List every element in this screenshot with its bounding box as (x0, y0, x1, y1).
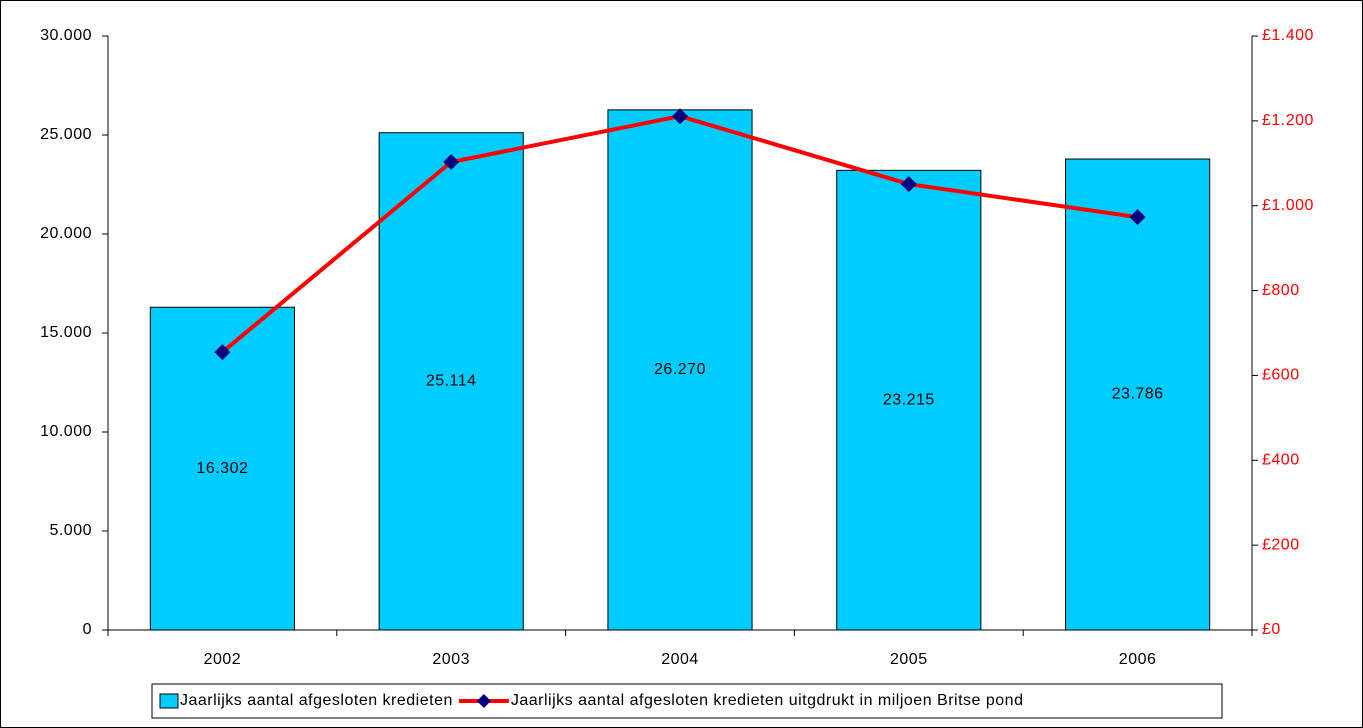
x-tick-label: 2005 (890, 651, 928, 668)
y2-tick-label: £0 (1262, 621, 1281, 638)
legend-swatch (159, 693, 179, 709)
y2-tick-label: £1.400 (1262, 27, 1314, 44)
line-marker (1129, 209, 1146, 226)
y2-tick-label: £1.000 (1262, 197, 1314, 214)
line-marker (672, 108, 688, 125)
x-tick-label: 2002 (204, 651, 242, 668)
y2-tick-label: £600 (1262, 367, 1300, 384)
y2-tick-label: £1.200 (1262, 112, 1314, 129)
y2-tick-label: £200 (1262, 536, 1300, 553)
y-tick-label: 15.000 (40, 324, 92, 341)
y2-tick-label: £400 (1262, 452, 1300, 469)
y-tick-label: 5.000 (49, 522, 92, 539)
bar (1065, 158, 1211, 631)
y-tick-label: 30.000 (40, 27, 92, 44)
bar (378, 132, 524, 631)
y-tick-label: 0 (83, 621, 92, 638)
y-tick-label: 20.000 (40, 225, 92, 242)
line-marker (900, 176, 917, 193)
legend-label: Jaarlijks aantal afgesloten kredieten (180, 692, 453, 709)
y-tick-label: 10.000 (40, 423, 92, 440)
x-tick-label: 2004 (661, 651, 699, 668)
bar-value-label: 23.215 (883, 391, 935, 408)
y2-tick-label: £800 (1262, 282, 1300, 299)
legend-marker (476, 694, 491, 708)
legend-label: Jaarlijks aantal afgesloten kredieten ui… (511, 692, 1024, 709)
bar-value-label: 25.114 (426, 373, 477, 390)
line-marker (443, 154, 460, 171)
bar (607, 109, 753, 631)
bar-value-label: 16.302 (196, 460, 248, 477)
bar (149, 306, 295, 631)
bar-value-label: 23.786 (1112, 386, 1164, 403)
line-marker (214, 344, 231, 361)
y-tick-label: 25.000 (40, 126, 92, 143)
legend-box (151, 683, 1223, 719)
bar-value-label: 26.270 (654, 361, 706, 378)
x-tick-label: 2003 (432, 651, 470, 668)
bar (836, 169, 982, 631)
x-tick-label: 2006 (1119, 651, 1157, 668)
